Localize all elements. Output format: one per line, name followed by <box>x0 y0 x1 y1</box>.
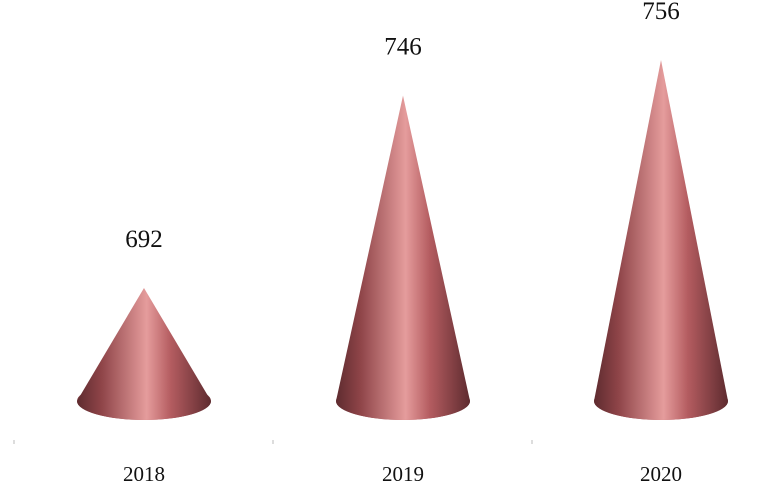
x-tick-label: 2019 <box>382 462 424 484</box>
cone-series <box>77 60 728 420</box>
data-labels: 692 746 756 <box>125 0 680 253</box>
cone-body <box>594 60 728 420</box>
x-axis-ticks <box>13 440 533 444</box>
cone-2020 <box>594 60 728 420</box>
x-tick-label: 2020 <box>640 462 682 484</box>
cone-2019 <box>336 95 470 420</box>
cone-body <box>336 95 470 420</box>
cone-2018 <box>77 288 211 420</box>
data-label: 692 <box>125 226 163 253</box>
x-tick-label: 2018 <box>123 462 165 484</box>
data-label: 746 <box>384 34 422 61</box>
data-label: 756 <box>642 0 680 25</box>
cone-body <box>77 288 211 420</box>
x-tick-labels: 2018 2019 2020 <box>123 462 682 484</box>
